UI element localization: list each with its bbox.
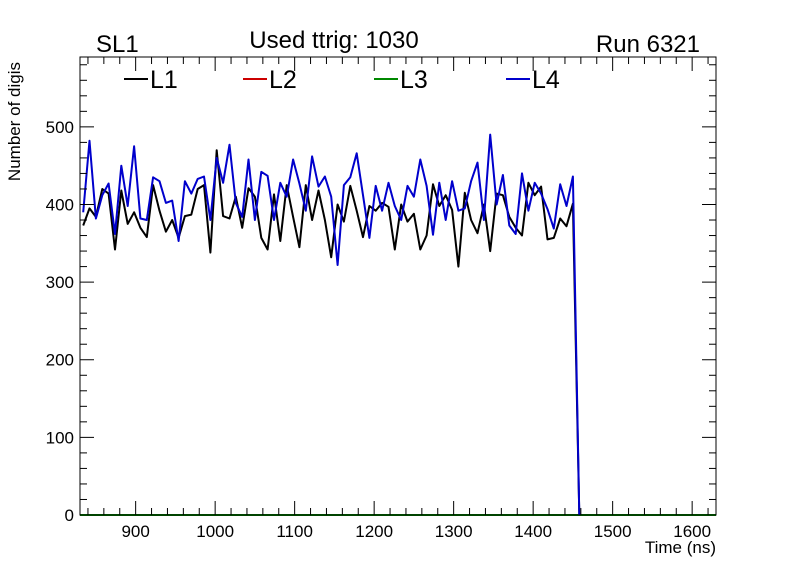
y-axis-label: Number of digis [5, 62, 24, 181]
legend-label-l4: L4 [532, 66, 560, 94]
x-tick-label: 1100 [276, 522, 313, 541]
x-axis-label: Time (ns) [645, 538, 716, 557]
x-tick-label: 900 [121, 522, 149, 541]
legend-label-l1: L1 [150, 66, 178, 94]
y-tick-label: 100 [46, 428, 74, 447]
title-right: Run 6321 [596, 31, 700, 58]
y-tick-label: 0 [65, 506, 74, 525]
y-tick-label: 400 [46, 195, 74, 214]
title-center: Used ttrig: 1030 [249, 27, 418, 54]
x-tick-label: 1200 [355, 522, 393, 541]
y-tick-label: 300 [46, 273, 74, 292]
x-tick-label: 1300 [435, 522, 473, 541]
legend-label-l2: L2 [269, 66, 297, 94]
plot-frame [79, 56, 717, 516]
series-l4-line [82, 133, 581, 516]
x-tick-label: 1400 [514, 522, 552, 541]
x-tick-label: 1000 [196, 522, 234, 541]
y-tick-label: 200 [46, 351, 74, 370]
title-left: SL1 [96, 31, 139, 58]
y-tick-label: 500 [46, 118, 74, 137]
legend-label-l3: L3 [400, 66, 428, 94]
x-tick-label: 1500 [594, 522, 632, 541]
x-tick-label: 1600 [673, 522, 711, 541]
